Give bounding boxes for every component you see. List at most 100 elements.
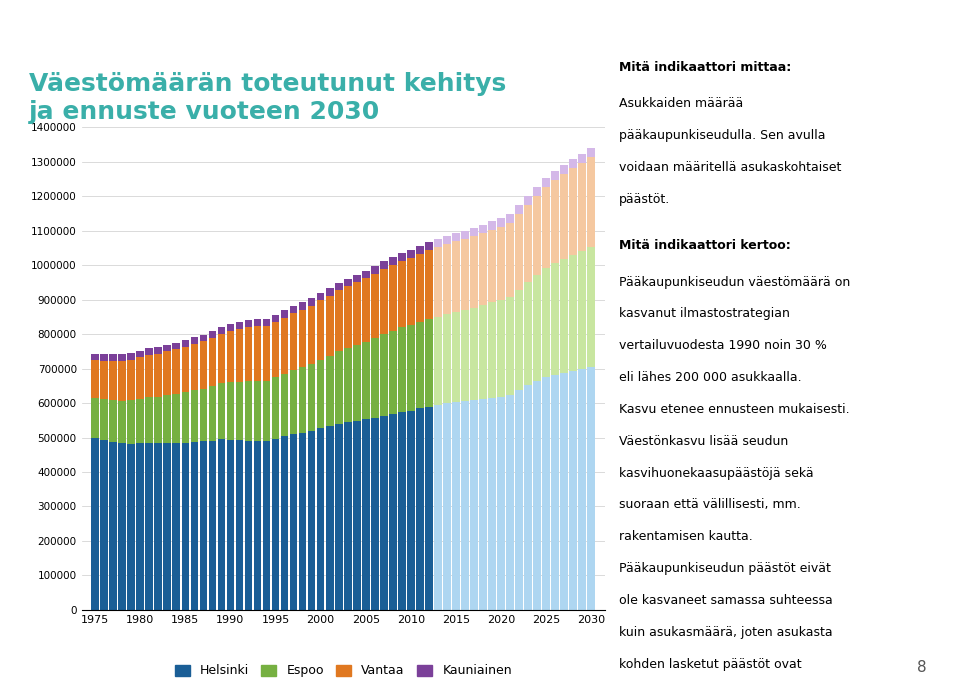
Bar [208,331,216,338]
Bar [235,382,243,440]
Bar [534,187,541,196]
Bar [272,439,279,610]
Bar [136,351,144,357]
Bar [325,296,333,356]
Bar [208,338,216,386]
Bar [425,407,433,610]
Bar [253,327,261,382]
Text: Mitä indikaattori mittaa:: Mitä indikaattori mittaa: [619,61,791,74]
Bar [380,334,388,416]
Bar [128,360,135,400]
Bar [155,347,162,354]
Bar [91,360,99,398]
Text: TOIMINTAYMPÄRISTÖ: TOIMINTAYMPÄRISTÖ [12,17,194,32]
Bar [136,398,144,444]
Bar [200,335,207,341]
Bar [208,441,216,610]
Bar [398,253,406,260]
Text: Mitä indikaattori kertoo:: Mitä indikaattori kertoo: [619,239,791,252]
Bar [173,394,180,444]
Bar [461,239,468,310]
Bar [371,418,378,610]
Bar [542,268,550,378]
Bar [569,371,577,610]
Bar [444,244,451,314]
Bar [173,349,180,394]
Bar [128,400,135,444]
Text: voidaan määritellä asukaskohtaiset: voidaan määritellä asukaskohtaiset [619,161,842,174]
Bar [181,340,189,347]
Bar [263,318,271,326]
Bar [218,334,226,383]
Bar [109,442,117,610]
Bar [389,414,396,610]
Bar [461,231,468,239]
Bar [534,276,541,382]
Bar [290,435,298,610]
Bar [272,315,279,322]
Bar [506,223,514,297]
Bar [489,398,496,610]
Bar [200,442,207,610]
Text: vertailuvuodesta 1990 noin 30 %: vertailuvuodesta 1990 noin 30 % [619,339,828,352]
Bar [362,271,370,278]
Bar [434,247,442,317]
Bar [506,297,514,395]
Bar [245,327,252,382]
Bar [155,397,162,444]
Bar [371,274,378,338]
Text: päästöt.: päästöt. [619,193,670,206]
Bar [227,440,234,610]
Bar [163,395,171,444]
Bar [362,342,370,419]
Bar [253,319,261,327]
Bar [416,254,423,322]
Text: kasvihuonekaasupäästöjä sekä: kasvihuonekaasupäästöjä sekä [619,466,814,480]
Bar [218,440,226,610]
Bar [155,444,162,610]
Bar [452,311,460,402]
Bar [579,251,587,369]
Bar [407,411,415,610]
Bar [389,331,396,414]
Bar [118,401,126,443]
Bar [425,243,433,251]
Bar [208,386,216,441]
Bar [109,354,117,361]
Bar [173,342,180,349]
Bar [479,233,487,305]
Bar [280,311,288,318]
Text: rakentamisen kautta.: rakentamisen kautta. [619,531,753,544]
Bar [425,251,433,320]
Bar [163,444,171,610]
Bar [227,325,234,331]
Bar [218,327,226,333]
Bar [561,165,568,174]
Bar [542,187,550,268]
Bar [263,380,271,442]
Bar [389,265,396,331]
Bar [317,428,324,610]
Bar [353,420,361,610]
Bar [489,221,496,230]
Bar [344,348,351,422]
Bar [516,214,523,290]
Bar [100,361,108,398]
Bar [290,313,298,371]
Bar [534,382,541,610]
Bar [506,395,514,610]
Bar [561,174,568,259]
Bar [128,444,135,610]
Bar [344,422,351,610]
Bar [434,317,442,405]
Bar [280,437,288,610]
Text: Kasvu etenee ennusteen mukaisesti.: Kasvu etenee ennusteen mukaisesti. [619,403,850,416]
Bar [524,205,532,282]
Bar [118,443,126,610]
Bar [534,196,541,276]
Bar [524,282,532,386]
Bar [579,163,587,251]
Bar [181,347,189,393]
Bar [109,400,117,442]
Bar [227,382,234,440]
